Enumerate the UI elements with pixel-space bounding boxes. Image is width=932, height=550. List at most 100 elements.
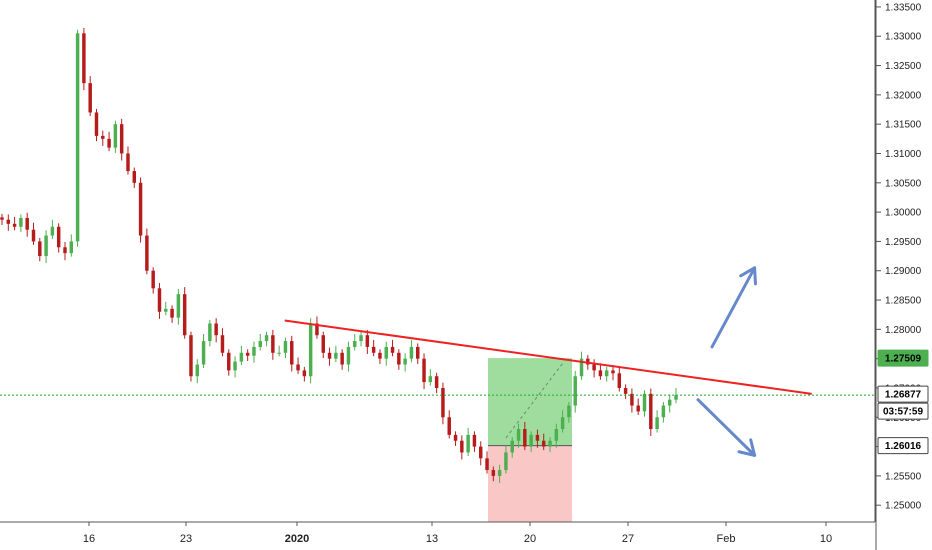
price-badges: 1.27509 1.26877 03:57:59 1.26016 [877,349,929,455]
candle-body [19,217,23,227]
candle-body [132,171,137,183]
candle-body [119,124,124,154]
candle-body [510,440,514,453]
candle-body [611,370,615,374]
candle-body [94,112,99,136]
candle-body [321,335,325,353]
x-tick-label: 10 [820,533,832,545]
candle-body [107,138,111,148]
candle-body [164,308,168,312]
candle-body [340,352,344,365]
candle-body [397,352,401,365]
x-tick-label: 20 [524,533,536,545]
candle-body [649,393,653,429]
y-tick-label: 1.33500 [885,2,922,13]
candle-body [655,417,659,429]
x-tick-label: 13 [426,533,438,545]
candle-body [201,341,206,365]
candle-body [75,33,80,242]
arrow-up-icon[interactable] [710,266,757,349]
x-tick-label: 16 [83,533,95,545]
candle-body [384,346,388,359]
candle-body [623,387,628,394]
candle-body [491,470,496,476]
candle-body [598,370,603,377]
y-axis[interactable]: 1.33500 1.33000 1.32500 1.32000 1.31500 1.310… [874,0,932,550]
candle-body [31,229,36,242]
candle-body [56,226,61,248]
candle-body [541,440,546,447]
candle-body [12,223,17,227]
candle-body [63,247,67,254]
y-tick-label: 1.31500 [885,120,922,131]
y-tick-label: 1.33000 [885,32,922,43]
y-tick-label: 1.32000 [885,90,922,101]
candle-body [661,405,666,418]
price-badge-label: 03:57:59 [883,407,923,418]
arrow-head [737,438,757,457]
candle-body [195,364,200,377]
x-axis[interactable]: 16 23 2020 13 20 27 Feb 10 [0,521,875,545]
candle-body [460,440,464,453]
candle-body [617,373,622,388]
candle-body [302,370,307,377]
candle-body [378,352,382,359]
candle-body [567,405,571,418]
candle-body [283,341,288,353]
candle-body [409,346,414,359]
arrow-down-icon[interactable] [696,398,757,457]
candle-body [208,323,212,342]
candle-body [126,153,130,172]
y-tick-label: 1.30500 [885,178,922,189]
candle-body [214,323,218,336]
candle-body [592,364,596,371]
candle-body [145,235,149,271]
candle-body [529,434,533,447]
arrow-shaft [710,266,757,349]
candle-body [44,235,48,257]
candle-body [346,346,351,365]
candle-body [69,241,74,254]
candle-body [630,393,634,406]
candle-body [25,217,29,230]
resistance-trendline[interactable] [284,319,812,395]
candle-body [642,393,647,412]
candle-body [334,352,338,359]
position-loss-zone[interactable] [488,445,572,522]
candle-body [353,341,357,347]
candle-body [403,358,407,365]
candle-body [245,352,250,356]
candle-body [586,358,590,365]
candle-body [441,387,445,418]
y-tick-label: 1.29000 [885,266,922,277]
x-tick-label: Feb [717,533,736,545]
candle-body [38,241,42,257]
y-axis-panel [876,0,932,550]
position-profit-zone[interactable] [488,358,572,446]
candle-body [315,323,319,336]
candle-body [189,335,193,377]
candle-body [504,452,508,471]
candle-body [296,364,300,371]
candle-body [239,352,244,362]
y-tick-label: 1.28500 [885,296,922,307]
candle-body [50,226,55,236]
candle-body [485,458,489,471]
candle-body [233,361,237,371]
drawings[interactable] [284,266,812,457]
candlestick-series [0,28,678,483]
candle-body [220,335,225,353]
position-box[interactable] [488,358,572,522]
price-badge-label: 1.26016 [885,441,922,452]
candle-body [516,429,521,441]
arrow-head [739,266,757,286]
y-tick-label: 1.25000 [885,501,922,512]
candle-body [88,83,92,113]
candle-body [258,341,262,347]
candle-body [579,358,584,377]
position-dashed-path [505,361,565,439]
candle-body [434,376,439,388]
candle-body [271,335,275,353]
candle-body [308,323,313,377]
